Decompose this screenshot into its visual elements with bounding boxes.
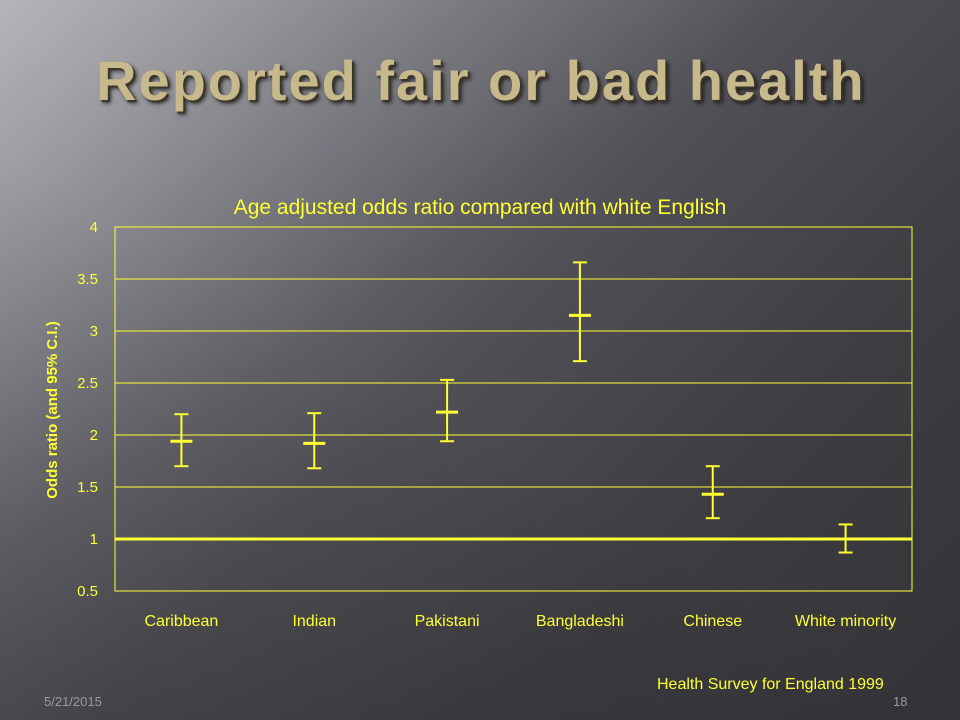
error-bar-white-minority	[834, 523, 857, 554]
error-bar-pakistani	[436, 378, 459, 443]
y-tick-labels: 0.5 1 1.5 2 2.5 3 3.5 4	[77, 219, 98, 600]
x-tick-label: White minority	[795, 613, 896, 630]
y-tick-label: 3	[90, 323, 98, 340]
source-note: Health Survey for England 1999	[657, 676, 884, 693]
y-tick-label: 0.5	[77, 583, 98, 600]
x-tick-labels: Caribbean Indian Pakistani Bangladeshi Chine…	[145, 613, 897, 630]
x-tick-label: Chinese	[683, 613, 742, 630]
error-bar-chinese	[701, 465, 724, 520]
chart-title: Age adjusted odds ratio compared with wh…	[234, 196, 727, 219]
slide-number: 18	[893, 694, 908, 709]
y-tick-label: 2	[90, 427, 98, 444]
y-tick-label: 1	[90, 531, 98, 548]
y-tick-label: 3.5	[77, 271, 98, 288]
x-tick-label: Bangladeshi	[536, 613, 624, 630]
error-bar-marks	[170, 261, 857, 554]
x-tick-label: Pakistani	[415, 613, 480, 630]
y-tick-label: 4	[90, 219, 98, 236]
error-bar-bangladeshi	[568, 261, 591, 363]
plot-area-border	[114, 226, 913, 592]
error-bar-indian	[303, 412, 326, 470]
x-tick-label: Indian	[292, 613, 336, 630]
y-tick-label: 1.5	[77, 479, 98, 496]
y-axis-label: Odds ratio (and 95% C.I.)	[44, 321, 61, 499]
error-bar-caribbean	[170, 413, 193, 468]
footer-date: 5/21/2015	[44, 694, 102, 709]
gridlines	[115, 278, 912, 540]
y-tick-label: 2.5	[77, 375, 98, 392]
slide-title: Reported fair or bad health	[96, 49, 866, 112]
x-tick-label: Caribbean	[145, 613, 219, 630]
